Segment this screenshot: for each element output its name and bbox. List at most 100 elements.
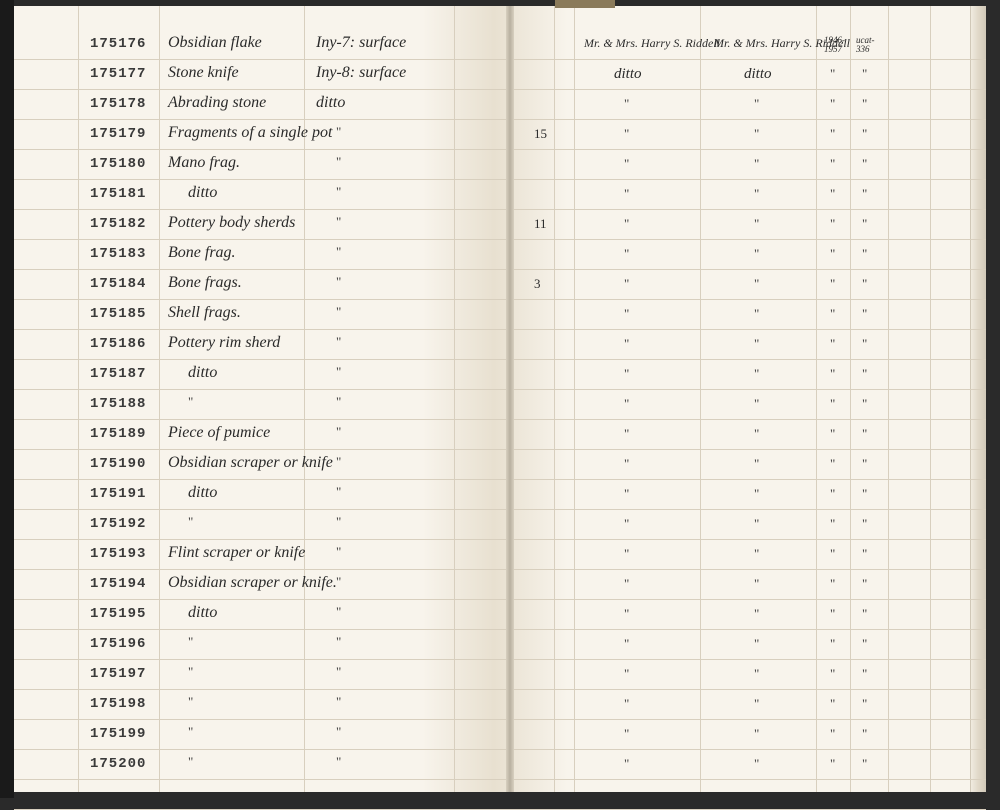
ledger-row <box>494 180 986 210</box>
year: " <box>830 306 835 322</box>
item-description: Piece of pumice <box>168 424 270 442</box>
ledger-row <box>494 120 986 150</box>
ledger-row <box>494 540 986 570</box>
catalog-id: 175178 <box>90 96 146 112</box>
collector: " <box>624 666 629 682</box>
collector: " <box>624 426 629 442</box>
ledger-row <box>14 630 494 660</box>
donor: " <box>754 516 759 532</box>
collector: " <box>624 186 629 202</box>
collector: " <box>624 276 629 292</box>
item-description: " <box>188 754 193 770</box>
item-description: Bone frags. <box>168 274 242 292</box>
item-location: " <box>336 544 341 560</box>
catalog-id: 175197 <box>90 666 146 682</box>
item-description: Flint scraper or knife <box>168 544 305 562</box>
year: " <box>830 606 835 622</box>
ledger-row <box>14 300 494 330</box>
catalog-id: 175184 <box>90 276 146 292</box>
ledger-row <box>14 750 494 780</box>
ledger-row <box>494 690 986 720</box>
donor: " <box>754 546 759 562</box>
ucat: " <box>862 336 867 352</box>
ledger-row <box>494 270 986 300</box>
item-description: ditto <box>188 364 217 382</box>
page-tab <box>555 0 615 8</box>
collector: " <box>624 456 629 472</box>
catalog-id: 175199 <box>90 726 146 742</box>
collector: " <box>624 396 629 412</box>
donor: " <box>754 366 759 382</box>
donor: " <box>754 756 759 772</box>
item-location: " <box>336 364 341 380</box>
ucat: " <box>862 576 867 592</box>
ledger-row <box>14 660 494 690</box>
item-description: " <box>188 724 193 740</box>
item-location: " <box>336 634 341 650</box>
item-location: Iny-7: surface <box>316 34 406 52</box>
catalog-id: 175183 <box>90 246 146 262</box>
donor: " <box>754 216 759 232</box>
item-location: " <box>336 724 341 740</box>
item-location: " <box>336 514 341 530</box>
item-description: " <box>188 694 193 710</box>
ledger-row <box>494 570 986 600</box>
ucat: " <box>862 666 867 682</box>
donor: " <box>754 306 759 322</box>
item-location: " <box>336 304 341 320</box>
item-location: " <box>336 154 341 170</box>
item-description: Fragments of a single pot <box>168 124 332 142</box>
collector: " <box>624 486 629 502</box>
donor: " <box>754 126 759 142</box>
ucat: ucat-336 <box>856 36 875 54</box>
catalog-id: 175193 <box>90 546 146 562</box>
donor: " <box>754 276 759 292</box>
ledger-row <box>14 690 494 720</box>
ledger-row <box>494 510 986 540</box>
collector: Mr. & Mrs. Harry S. Riddell <box>584 36 720 51</box>
item-count: 3 <box>534 276 541 292</box>
ucat: " <box>862 66 867 82</box>
collector: " <box>624 336 629 352</box>
year: " <box>830 96 835 112</box>
ledger-row <box>14 240 494 270</box>
collector: " <box>624 246 629 262</box>
collector: " <box>624 576 629 592</box>
donor: " <box>754 606 759 622</box>
catalog-id: 175181 <box>90 186 146 202</box>
item-location: Iny-8: surface <box>316 64 406 82</box>
ledger-row <box>14 150 494 180</box>
collector: " <box>624 516 629 532</box>
item-location: " <box>336 244 341 260</box>
ledger-row <box>494 780 986 810</box>
year: " <box>830 216 835 232</box>
donor: " <box>754 336 759 352</box>
item-count: 11 <box>534 216 547 232</box>
year: " <box>830 276 835 292</box>
ucat: " <box>862 366 867 382</box>
collector: ditto <box>614 66 642 83</box>
year: " <box>830 66 835 82</box>
ucat: " <box>862 726 867 742</box>
ucat: " <box>862 276 867 292</box>
item-description: ditto <box>188 604 217 622</box>
donor: " <box>754 246 759 262</box>
catalog-id: 175182 <box>90 216 146 232</box>
item-location: " <box>336 694 341 710</box>
donor: ditto <box>744 66 772 83</box>
collector: " <box>624 366 629 382</box>
collector: " <box>624 546 629 562</box>
donor: " <box>754 486 759 502</box>
ucat: " <box>862 486 867 502</box>
collector: " <box>624 726 629 742</box>
right-page: Mr. & Mrs. Harry S. RiddellMr. & Mrs. Ha… <box>494 6 986 792</box>
ledger-row <box>494 660 986 690</box>
item-location: " <box>336 424 341 440</box>
item-description: " <box>188 664 193 680</box>
donor: " <box>754 576 759 592</box>
year: " <box>830 426 835 442</box>
collector: " <box>624 96 629 112</box>
catalog-id: 175188 <box>90 396 146 412</box>
catalog-id: 175192 <box>90 516 146 532</box>
ucat: " <box>862 156 867 172</box>
